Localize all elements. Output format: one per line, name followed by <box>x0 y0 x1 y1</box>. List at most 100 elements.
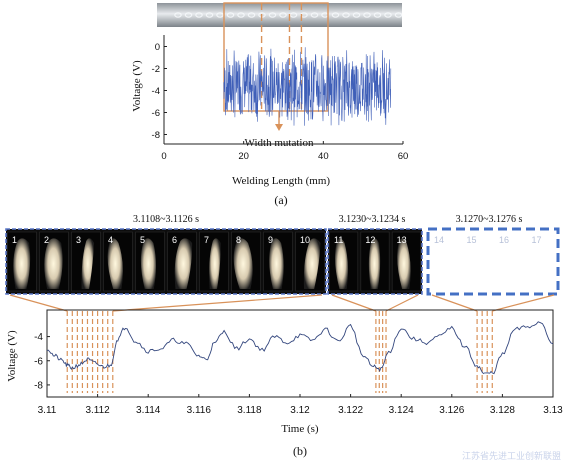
watermark: 江苏省先进工业创新联盟 <box>462 450 561 462</box>
arc-frame-strip: 1 2 3 4 5 6 7 8 9 10 11 12 13 14 15 16 17 <box>5 227 560 296</box>
connector-right <box>112 294 323 312</box>
connector-left <box>9 294 68 312</box>
connector-right <box>492 294 555 312</box>
frame-number: 10 <box>300 235 310 245</box>
weld-ripple <box>195 12 203 18</box>
panel-a: 0-2-4-6-80 20 40 60 Width mutation Welding … <box>131 2 409 207</box>
arc-plume <box>303 238 321 289</box>
frame-number: 8 <box>236 235 241 245</box>
weld-ripple <box>184 12 193 18</box>
frame-number: 1 <box>12 235 17 245</box>
frame-number: 2 <box>44 235 49 245</box>
frame-group-1-label: 3.1108~3.1126 s <box>133 214 199 225</box>
x-tick-label-b: 3.114 <box>136 405 161 416</box>
voltage-trace <box>46 321 554 375</box>
caption-b: (b) <box>293 444 307 458</box>
connector-left <box>331 294 377 312</box>
arc-plume <box>13 238 31 289</box>
y-tick-label-b: -8 <box>34 380 43 391</box>
frame-number: 15 <box>467 235 477 245</box>
x-tick-label-b: 3.112 <box>85 405 110 416</box>
frame-number: 6 <box>172 235 177 245</box>
frame-group-box <box>426 227 560 296</box>
weld-ripple <box>394 12 403 18</box>
frame-number: 12 <box>365 235 375 245</box>
y-tick-label-b: -6 <box>34 356 43 367</box>
weld-ripple <box>174 12 182 18</box>
x-tick-label-a: 20 <box>238 151 249 162</box>
x-tick-label-b: 3.126 <box>439 405 464 416</box>
arc-plume <box>233 238 253 289</box>
x-tick-label-b: 3.12 <box>290 405 310 416</box>
frame-number: 3 <box>76 235 81 245</box>
y-tick-label-b: -4 <box>34 332 43 343</box>
y-tick-label-a: -4 <box>152 86 160 97</box>
frame-group-3-label: 3.1270~3.1276 s <box>456 214 523 225</box>
weld-ripple <box>363 12 371 18</box>
weld-ripple <box>310 12 319 18</box>
frame-number: 17 <box>532 235 542 245</box>
frame-number: 9 <box>268 235 273 245</box>
caption-a: (a) <box>274 193 287 207</box>
x-tick-label-b: 3.116 <box>187 405 212 416</box>
x-tick-label-a: 60 <box>398 151 409 162</box>
x-tick-label-b: 3.11 <box>38 405 57 416</box>
x-tick-label-b: 3.13 <box>543 405 563 416</box>
weld-ripple <box>384 12 392 18</box>
arc-plume <box>174 238 193 289</box>
arc-plume <box>368 238 381 289</box>
x-tick-label-a: 0 <box>161 151 166 162</box>
arc-plume <box>209 238 221 289</box>
arc-plume <box>269 238 284 289</box>
arc-plume <box>81 238 95 289</box>
frame-number: 13 <box>397 235 407 245</box>
frame-number: 4 <box>108 235 113 245</box>
voltage-signal <box>223 47 392 126</box>
voltage-time-plot <box>46 321 554 375</box>
y-tick-label-a: -2 <box>152 64 160 75</box>
annotation-arrowhead <box>275 124 283 131</box>
x-tick-label-b: 3.118 <box>237 405 262 416</box>
frame-number: 7 <box>204 235 209 245</box>
time-connectors <box>9 294 555 393</box>
arc-plume <box>140 238 157 289</box>
frame-number: 11 <box>334 235 343 245</box>
x-tick-label-a: 40 <box>318 151 329 162</box>
frame-group-2-label: 3.1230~3.1234 s <box>339 214 406 225</box>
y-axis-label-a: Voltage (V) <box>131 60 143 112</box>
x-tick-label-b: 3.128 <box>490 405 515 416</box>
frame-number: 14 <box>434 235 444 245</box>
weld-ripples <box>174 12 403 18</box>
annotation-width-mutation: Width mutation <box>245 137 314 149</box>
weld-ripple <box>373 12 382 18</box>
arc-plume <box>397 238 411 289</box>
weld-ripple <box>247 12 256 18</box>
weld-ripple <box>352 12 361 18</box>
axes-b: -4 -6 -8 3.11 3.112 3.114 3.116 3.118 3.12 3.122 3… <box>34 332 563 416</box>
arc-plume <box>107 238 123 289</box>
x-axis-label-a: Welding Length (mm) <box>232 175 330 187</box>
weld-ripple <box>331 12 340 18</box>
y-tick-label-a: -8 <box>152 130 160 141</box>
y-tick-label-a: 0 <box>155 42 160 53</box>
x-axis-label-b: Time (s) <box>281 423 319 435</box>
x-tick-label-b: 3.124 <box>389 405 414 416</box>
weld-ripple <box>268 12 277 18</box>
panel-b: 3.1108~3.1126 s 3.1230~3.1234 s 3.1270~3… <box>5 214 563 462</box>
y-tick-label-a: -6 <box>152 108 160 119</box>
weld-ripple <box>237 12 245 18</box>
frame-number: 5 <box>140 235 145 245</box>
weld-ripple <box>289 12 298 18</box>
connector-left <box>431 294 478 312</box>
arc-plume <box>334 238 349 289</box>
x-tick-label-b: 3.122 <box>338 405 363 416</box>
weld-ripple <box>205 12 214 18</box>
connector-right <box>385 294 419 312</box>
axes-a: 0-2-4-6-80 20 40 60 <box>152 35 409 162</box>
weld-ripple <box>216 12 224 18</box>
y-axis-label-b: Voltage (V) <box>6 330 18 382</box>
weld-ripple <box>279 12 287 18</box>
weld-ripple <box>342 12 350 18</box>
voltage-welding-plot <box>223 47 392 126</box>
